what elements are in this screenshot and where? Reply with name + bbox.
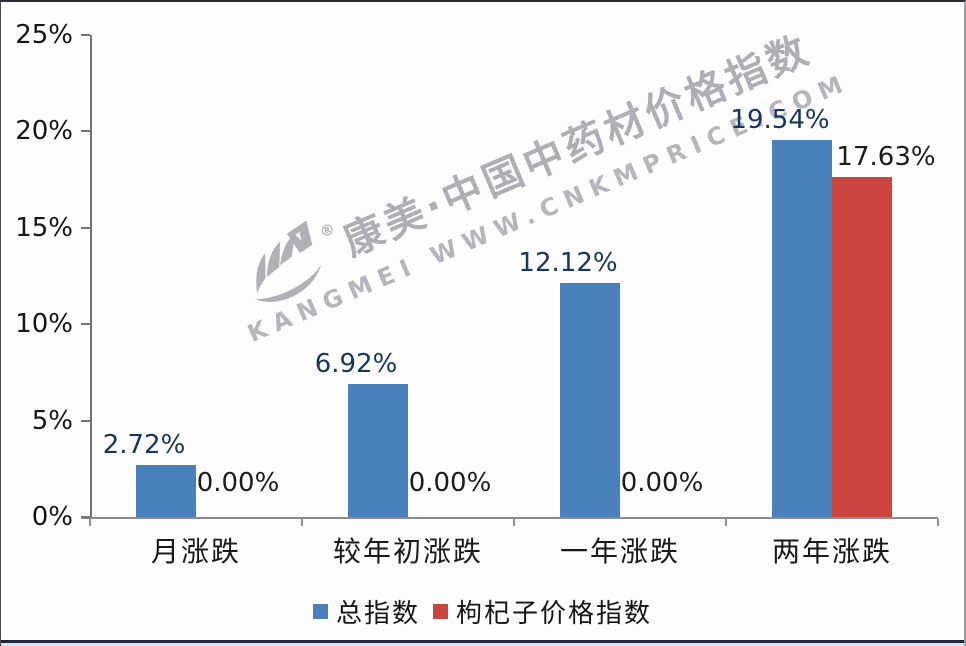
bar-series1-cat3	[560, 283, 620, 517]
value-label: 17.63%	[836, 142, 936, 173]
legend-label: 总指数	[335, 599, 420, 629]
value-label: 0.00%	[196, 468, 280, 498]
category-label: 两年涨跌	[771, 535, 893, 568]
legend-swatch	[433, 604, 448, 619]
legend: 总指数 枸杞子价格指数	[1, 593, 964, 630]
y-axis-tick	[81, 516, 90, 518]
legend-item: 枸杞子价格指数	[433, 593, 652, 630]
value-label: 19.54%	[730, 105, 830, 136]
value-label: 0.00%	[408, 468, 492, 498]
y-tick-label: 10%	[15, 309, 73, 340]
category-label: 较年初涨跌	[332, 535, 484, 568]
bar-series1-cat4	[772, 140, 832, 517]
y-tick-label: 15%	[15, 212, 73, 243]
x-axis-tick	[89, 519, 91, 526]
bar-series2-cat4	[832, 177, 892, 517]
bottom-border-dark	[1, 640, 964, 643]
y-tick-label: 5%	[31, 405, 73, 436]
x-axis-tick	[725, 519, 727, 526]
y-axis-tick	[81, 130, 90, 133]
x-axis-tick	[301, 519, 303, 526]
y-axis-tick	[81, 226, 90, 229]
value-label: 2.72%	[102, 429, 186, 460]
y-tick-label: 0%	[31, 502, 73, 532]
x-axis-line	[81, 517, 938, 519]
legend-item: 总指数	[312, 593, 420, 630]
category-label: 一年涨跌	[559, 535, 681, 568]
legend-swatch	[312, 604, 328, 619]
value-label: 0.00%	[620, 468, 704, 498]
y-tick-label: 20%	[15, 116, 73, 147]
y-axis-tick	[81, 323, 90, 326]
legend-label: 枸杞子价格指数	[456, 599, 653, 629]
y-axis-line	[90, 35, 92, 519]
value-label: 12.12%	[518, 248, 618, 279]
y-axis-tick	[81, 34, 90, 36]
value-label: 6.92%	[314, 348, 398, 379]
bar-series1-cat2	[348, 383, 408, 517]
x-axis-tick	[937, 519, 939, 526]
y-axis-tick	[81, 419, 90, 422]
category-label: 月涨跌	[150, 535, 242, 568]
x-axis-tick	[513, 519, 515, 526]
bar-series1-cat1	[136, 464, 196, 517]
bottom-border-light	[1, 643, 964, 646]
y-tick-label: 25%	[15, 20, 73, 50]
